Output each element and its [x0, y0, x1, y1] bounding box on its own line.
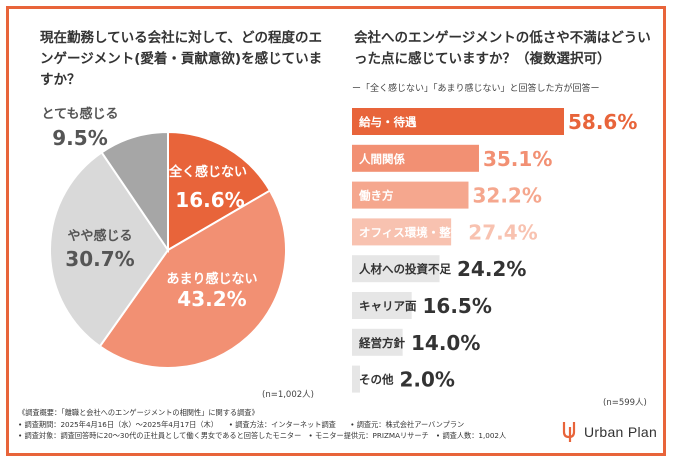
bar-category-label: 経営方針 — [359, 336, 405, 350]
bar — [352, 144, 479, 172]
bar-sample-size: (n=599人) — [603, 398, 647, 408]
pie-value-label: 43.2% — [177, 287, 246, 311]
bar-category-label: オフィス環境・整備 — [359, 225, 463, 239]
pie-chart-title: 現在勤務している会社に対して、どの程度のエンゲージメント(愛着・貢献意欲)を感じ… — [40, 30, 323, 88]
bar-chart-subtitle: ー「全く感じない」「あまり感じない」と回答した方が回答ー — [352, 84, 600, 94]
bar-value-label: 24.2% — [457, 257, 526, 281]
pie-value-label: 9.5% — [52, 126, 107, 150]
bar-value-label: 2.0% — [400, 368, 455, 392]
bar-value-label: 27.4% — [468, 220, 537, 244]
footer-line: • 調査対象：調査回答時に20～30代の正社員として働く男女であると回答したモニ… — [18, 431, 507, 440]
pie-category-label: とても感じる — [42, 106, 119, 122]
bar-chart-title: 会社へのエンゲージメントの低さや不満はどういった点に感じていますか？（複数選択可… — [354, 30, 651, 67]
logo-mark-icon — [562, 422, 576, 442]
footer-line: • 調査期間：2025年4月16日（水）～2025年4月17日（木） • 調査方… — [18, 419, 465, 429]
pie-category-label: やや感じる — [67, 228, 132, 244]
bar-category-label: 人材への投資不足 — [359, 262, 451, 276]
pie-sample-size: (n=1,002人) — [262, 390, 314, 400]
bar — [352, 255, 440, 283]
pie-category-label: あまり感じない — [166, 271, 257, 287]
bar — [352, 108, 564, 135]
bar-category-label: 働き方 — [358, 189, 394, 203]
bar — [352, 218, 452, 246]
pie-value-label: 16.6% — [175, 188, 244, 212]
pie-slice — [98, 189, 287, 369]
bar-category-label: キャリア面 — [359, 299, 417, 313]
pie-slice — [49, 151, 170, 348]
footer-line: 《調査概要：「離職と会社へのエンゲージメントの相関性」に関する調査》 — [18, 408, 259, 417]
bar-value-label: 35.1% — [483, 147, 552, 171]
pie-slice — [167, 130, 272, 252]
survey-footer: 《調査概要：「離職と会社へのエンゲージメントの相関性」に関する調査》 • 調査期… — [18, 407, 538, 442]
bar-value-label: 16.5% — [423, 294, 492, 318]
bar-category-label: その他 — [359, 373, 394, 387]
bar — [352, 328, 403, 356]
pie-value-label: 30.7% — [65, 247, 134, 271]
bar-value-label: 58.6% — [568, 110, 637, 134]
bar-category-label: 人間関係 — [359, 152, 405, 166]
pie-category-label: 全く感じない — [168, 164, 247, 180]
bar — [352, 181, 469, 209]
bar — [352, 365, 360, 393]
logo-text: Urban Plan — [584, 424, 658, 440]
urban-plan-logo: Urban Plan — [560, 420, 657, 444]
bar-value-label: 32.2% — [472, 184, 541, 208]
bar-value-label: 14.0% — [411, 331, 480, 355]
pie-slice — [100, 130, 169, 254]
bar-category-label: 給与・待遇 — [359, 115, 417, 129]
bar — [352, 292, 412, 319]
